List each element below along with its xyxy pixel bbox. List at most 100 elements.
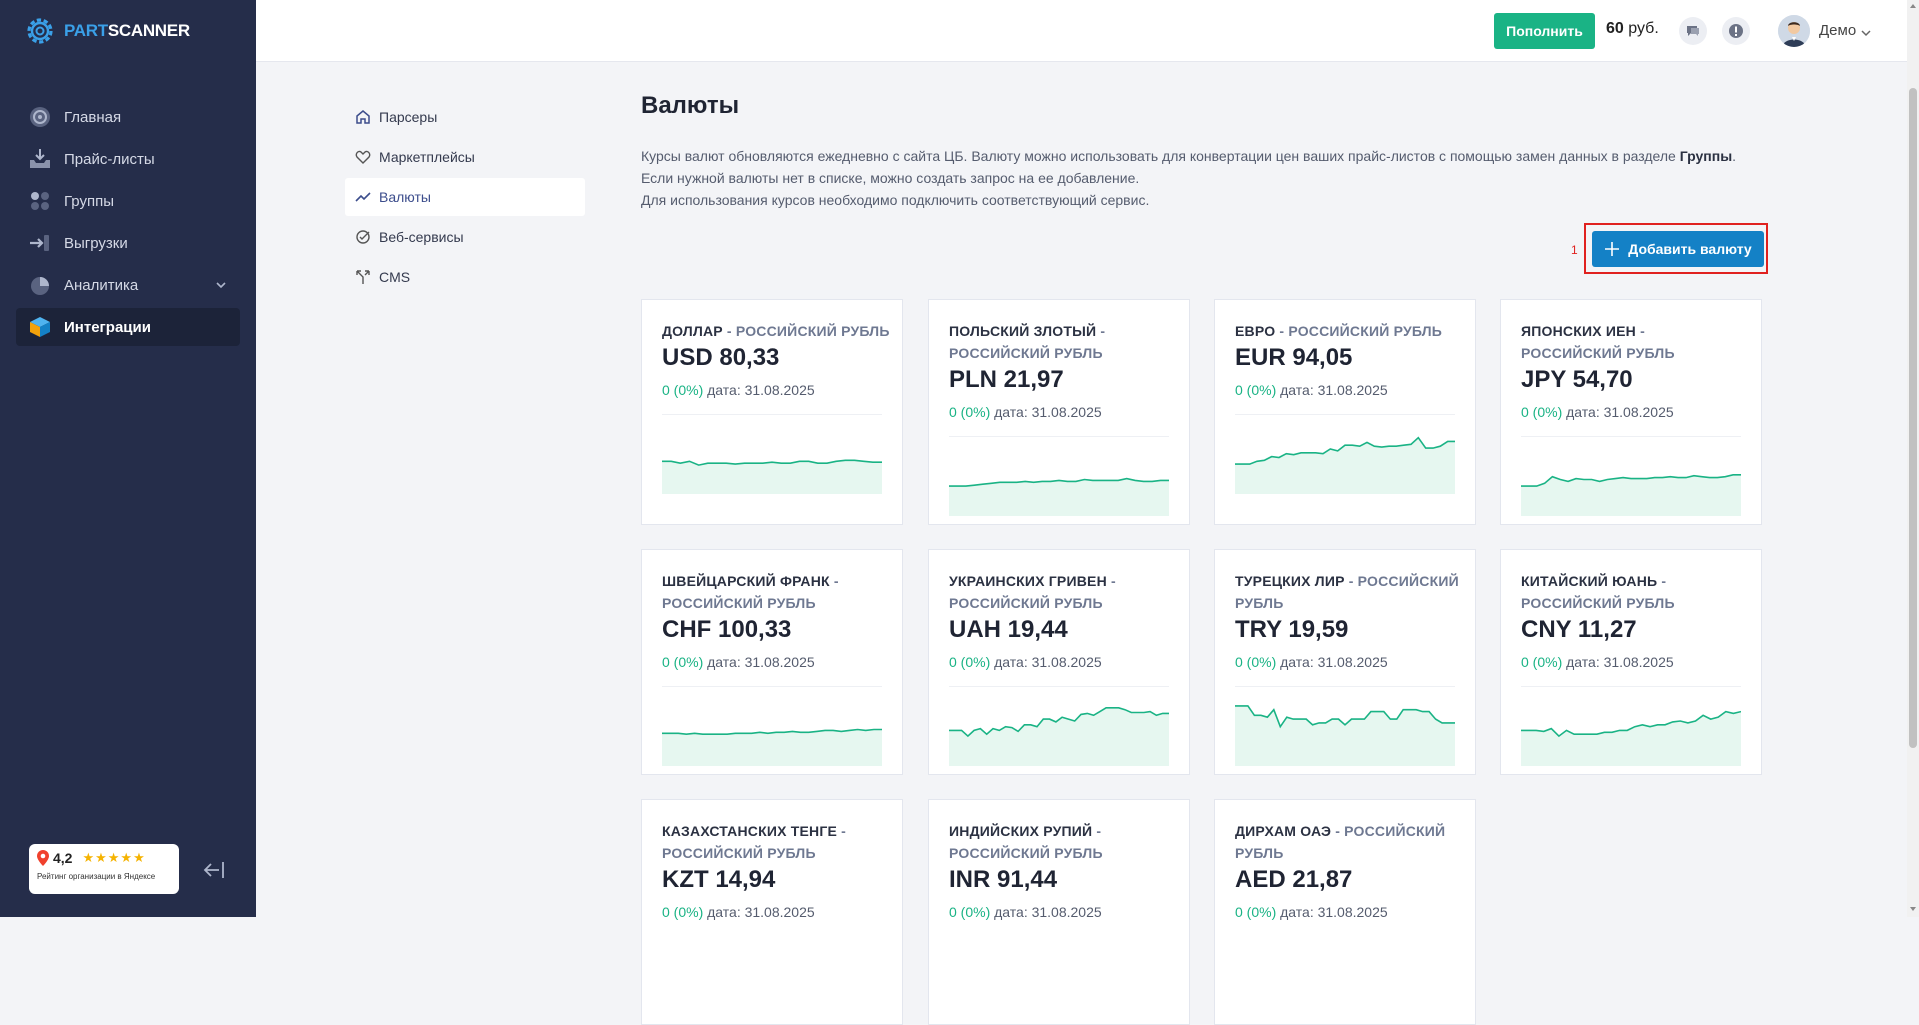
sidebar-item-exports[interactable]: Выгрузки	[16, 224, 240, 262]
groups-link[interactable]: Группы	[1679, 148, 1733, 164]
tab-cms[interactable]: CMS	[345, 258, 585, 296]
currency-card[interactable]: ПОЛЬСКИЙ ЗЛОТЫЙ - РОССИЙСКИЙ РУБЛЬ PLN 21…	[928, 299, 1190, 525]
currency-rate: TRY 19,59	[1235, 616, 1349, 643]
subnav-label: Маркетплейсы	[379, 149, 475, 165]
chat-icon[interactable]	[1679, 17, 1707, 45]
currency-rate: UAH 19,44	[949, 616, 1068, 643]
avatar[interactable]	[1778, 15, 1810, 47]
currency-card[interactable]: ДИРХАМ ОАЭ - РОССИЙСКИЙ РУБЛЬ AED 21,87 0 …	[1214, 799, 1476, 1025]
annotation-label: 1	[1571, 243, 1578, 257]
currency-change: 0 (0%)	[662, 382, 704, 398]
check-circle-icon	[355, 229, 371, 245]
top-header: Пополнить 60 руб. Демо	[256, 0, 1907, 62]
scrollbar-thumb[interactable]	[1909, 88, 1917, 748]
currency-date: дата: 31.08.2025	[994, 904, 1102, 920]
currency-meta: 0 (0%) дата: 31.08.2025	[949, 404, 1102, 420]
sparkline-line	[662, 459, 882, 466]
sparkline-area	[1235, 437, 1455, 494]
sparkline-line	[662, 728, 882, 736]
gear-logo-icon	[27, 18, 53, 44]
currency-card[interactable]: ИНДИЙСКИХ РУПИЙ - РОССИЙСКИЙ РУБЛЬ INR 91…	[928, 799, 1190, 1025]
currency-change: 0 (0%)	[1521, 654, 1563, 670]
sparkline-area	[662, 729, 882, 766]
currency-name: ДОЛЛАР	[662, 323, 723, 339]
sidebar-item-analytics[interactable]: Аналитика	[16, 266, 240, 304]
currency-card-title: ИНДИЙСКИХ РУПИЙ - РОССИЙСКИЙ РУБЛЬ	[949, 820, 1177, 864]
currency-date: дата: 31.08.2025	[707, 904, 815, 920]
sparkline-line	[1235, 436, 1455, 465]
currency-card[interactable]: ЯПОНСКИХ ИЕН - РОССИЙСКИЙ РУБЛЬ JPY 54,70…	[1500, 299, 1762, 525]
currency-card[interactable]: КАЗАХСТАНСКИХ ТЕНГЕ - РОССИЙСКИЙ РУБЛЬ KZ…	[641, 799, 903, 1025]
currency-name: ТУРЕЦКИХ ЛИР	[1235, 573, 1345, 589]
currency-card[interactable]: КИТАЙСКИЙ ЮАНЬ - РОССИЙСКИЙ РУБЛЬ CNY 11,…	[1500, 549, 1762, 775]
desc-line1: Курсы валют обновляются ежедневно с сайт…	[641, 148, 1676, 164]
chevron-down-icon[interactable]	[1860, 27, 1872, 39]
sparkline-chart	[949, 707, 1169, 766]
balance-currency: руб.	[1628, 20, 1659, 37]
yandex-rating-widget[interactable]: 4,2 ★★★★★ Рейтинг организации в Яндексе	[29, 844, 179, 894]
currency-base: - РОССИЙСКИЙ РУБЛЬ	[1235, 823, 1446, 861]
sidebar-item-label: Прайс-листы	[64, 150, 155, 168]
currency-card-title: ПОЛЬСКИЙ ЗЛОТЫЙ - РОССИЙСКИЙ РУБЛЬ	[949, 320, 1177, 364]
tab-marketplaces[interactable]: Маркетплейсы	[345, 138, 585, 176]
currency-card[interactable]: ЕВРО - РОССИЙСКИЙ РУБЛЬ EUR 94,05 0 (0%) д…	[1214, 299, 1476, 525]
currency-meta: 0 (0%) дата: 31.08.2025	[662, 904, 815, 920]
main-nav: Главная Прайс-листы Группы Выгрузки Анал…	[16, 98, 240, 350]
sparkline-line	[1521, 474, 1741, 487]
tab-web-services[interactable]: Веб-сервисы	[345, 218, 585, 256]
currency-name: ЯПОНСКИХ ИЕН	[1521, 323, 1636, 339]
currency-card-title: ШВЕЙЦАРСКИЙ ФРАНК - РОССИЙСКИЙ РУБЛЬ	[662, 570, 890, 614]
currency-date: дата: 31.08.2025	[1280, 904, 1388, 920]
currency-change: 0 (0%)	[1235, 904, 1277, 920]
card-divider	[1521, 686, 1741, 687]
sparkline-area	[949, 478, 1169, 516]
currency-date: дата: 31.08.2025	[1280, 382, 1388, 398]
alert-icon[interactable]	[1722, 17, 1750, 45]
sparkline-area	[949, 707, 1169, 766]
brand-logo[interactable]: PARTSCANNER	[24, 15, 190, 47]
cube-icon	[28, 315, 52, 339]
page-title: Валюты	[641, 92, 740, 119]
currency-change: 0 (0%)	[949, 904, 991, 920]
sparkline-area	[1521, 711, 1741, 766]
currency-card[interactable]: ДОЛЛАР - РОССИЙСКИЙ РУБЛЬ USD 80,33 0 (0%)…	[641, 299, 903, 525]
currency-rate: CNY 11,27	[1521, 616, 1637, 643]
sidebar-item-integrations[interactable]: Интеграции	[16, 308, 240, 346]
sidebar-item-label: Главная	[64, 108, 122, 126]
sidebar-item-pricelists[interactable]: Прайс-листы	[16, 140, 240, 178]
add-currency-button[interactable]: Добавить валюту	[1592, 231, 1764, 267]
add-currency-label: Добавить валюту	[1628, 241, 1752, 257]
topup-button[interactable]: Пополнить	[1494, 13, 1595, 49]
currency-meta: 0 (0%) дата: 31.08.2025	[949, 654, 1102, 670]
currency-name: ШВЕЙЦАРСКИЙ ФРАНК	[662, 573, 830, 589]
currency-meta: 0 (0%) дата: 31.08.2025	[1235, 382, 1388, 398]
tab-parsers[interactable]: Парсеры	[345, 98, 585, 136]
plus-icon	[1605, 242, 1620, 256]
sparkline-chart	[1235, 705, 1455, 766]
collapse-sidebar-icon[interactable]	[201, 858, 227, 882]
page-description: Курсы валют обновляются ежедневно с сайт…	[641, 145, 1771, 211]
currency-name: УКРАИНСКИХ ГРИВЕН	[949, 573, 1107, 589]
scroll-up-arrow-icon[interactable]	[1909, 2, 1917, 10]
sidebar-item-groups[interactable]: Группы	[16, 182, 240, 220]
currency-date: дата: 31.08.2025	[707, 382, 815, 398]
currency-rate: EUR 94,05	[1235, 344, 1353, 371]
currency-name: ПОЛЬСКИЙ ЗЛОТЫЙ	[949, 323, 1097, 339]
currency-base: - РОССИЙСКИЙ РУБЛЬ	[949, 573, 1116, 611]
balance: 60 руб.	[1606, 20, 1659, 38]
currency-name: ИНДИЙСКИХ РУПИЙ	[949, 823, 1093, 839]
currency-base: - РОССИЙСКИЙ РУБЛЬ	[949, 323, 1106, 361]
currency-card[interactable]: ШВЕЙЦАРСКИЙ ФРАНК - РОССИЙСКИЙ РУБЛЬ CHF …	[641, 549, 903, 775]
currency-meta: 0 (0%) дата: 31.08.2025	[662, 382, 815, 398]
currency-rate: PLN 21,97	[949, 366, 1064, 393]
sidebar-item-home[interactable]: Главная	[16, 98, 240, 136]
scroll-down-arrow-icon[interactable]	[1909, 905, 1917, 913]
inbox-download-icon	[28, 147, 52, 171]
currency-card[interactable]: ТУРЕЦКИХ ЛИР - РОССИЙСКИЙ РУБЛЬ TRY 19,59…	[1214, 549, 1476, 775]
card-divider	[949, 686, 1169, 687]
user-name[interactable]: Демо	[1819, 22, 1857, 39]
currency-card[interactable]: УКРАИНСКИХ ГРИВЕН - РОССИЙСКИЙ РУБЛЬ UAH …	[928, 549, 1190, 775]
page-scrollbar[interactable]	[1907, 0, 1919, 917]
chevron-down-icon[interactable]	[214, 278, 228, 292]
tab-currencies[interactable]: Валюты	[345, 178, 585, 216]
